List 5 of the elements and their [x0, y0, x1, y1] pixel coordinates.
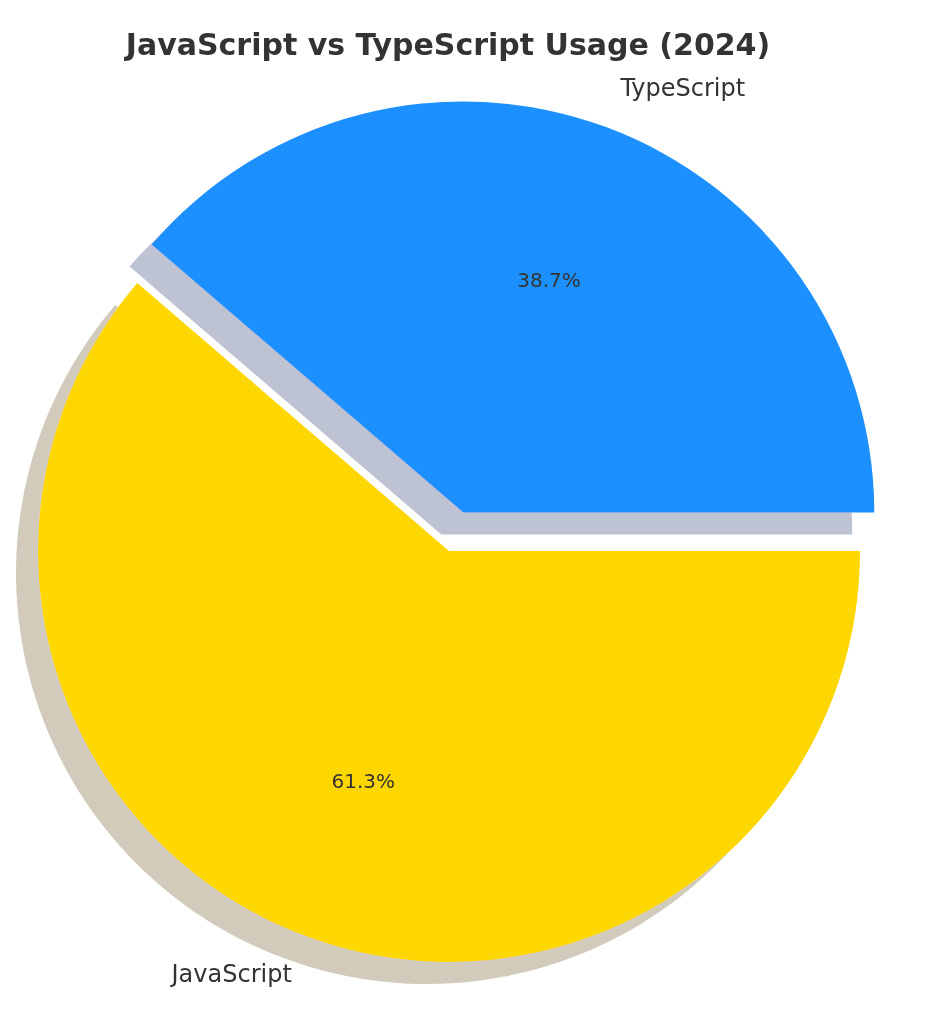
slice-label: TypeScript [619, 73, 746, 102]
data-label: 61.3% [331, 768, 396, 793]
chart-title: JavaScript vs TypeScript Usage (2024) [123, 26, 771, 62]
data-label: 38.7% [517, 267, 581, 292]
slice-label: JavaScript [169, 959, 292, 988]
